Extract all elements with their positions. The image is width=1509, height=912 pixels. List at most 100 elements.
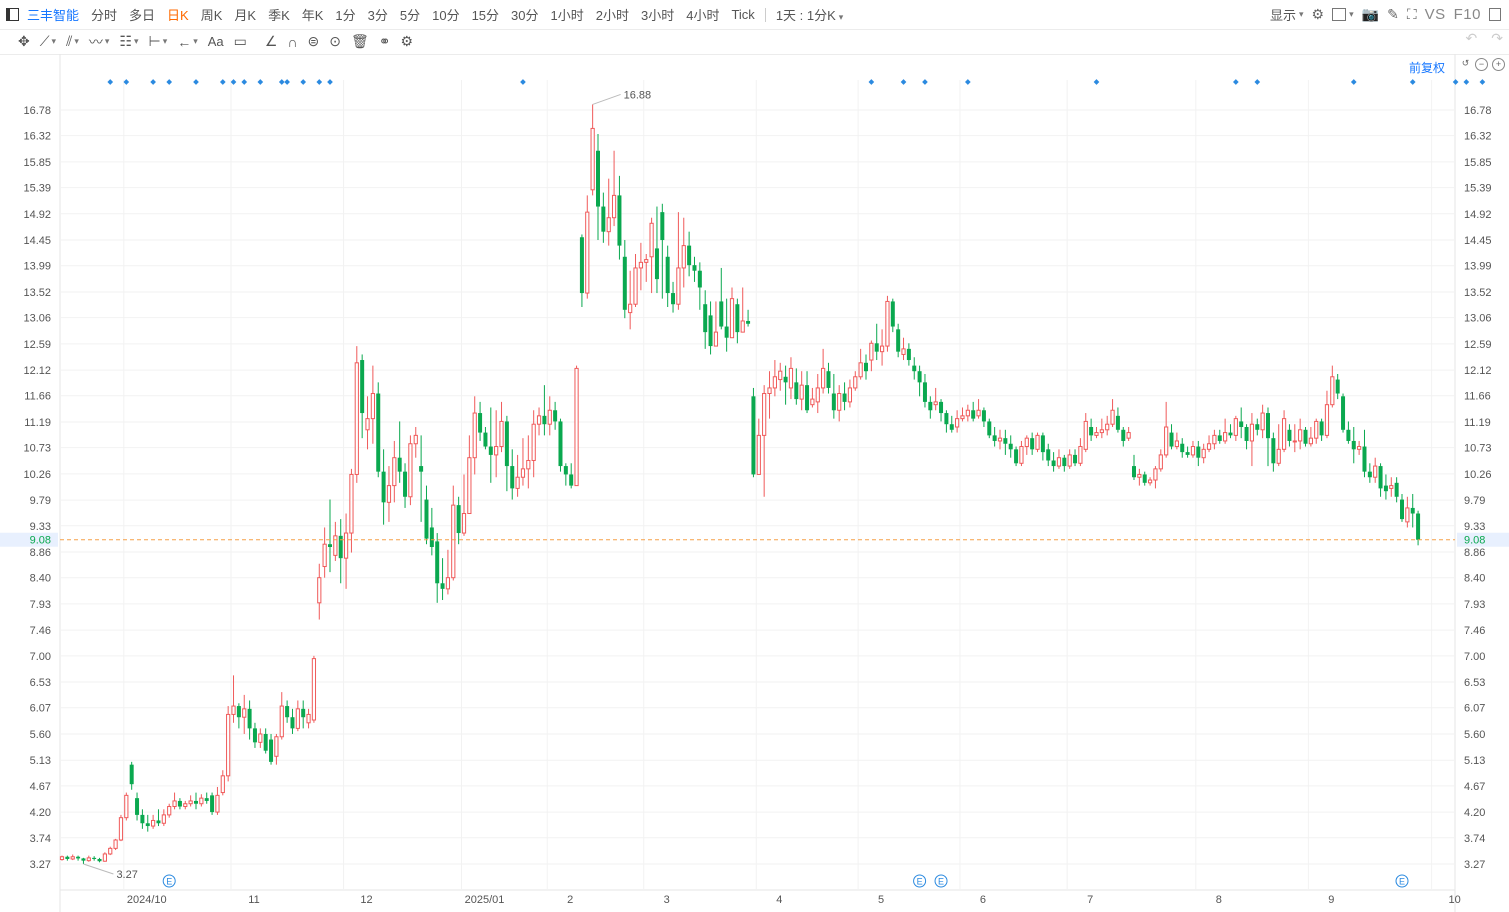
fib-icon[interactable]: ☷ ▾ — [119, 33, 139, 49]
candle-body — [167, 806, 172, 816]
f10-button[interactable]: F10 — [1453, 6, 1481, 23]
line-icon[interactable]: ⟋ ▾ — [39, 33, 57, 49]
period-tab[interactable]: 4小时 — [686, 8, 720, 23]
candle-body — [328, 544, 332, 547]
candle-body — [1416, 513, 1421, 540]
candle-body — [349, 473, 354, 534]
period-tab[interactable]: 1分 — [335, 8, 356, 23]
period-tab[interactable]: 30分 — [511, 8, 539, 23]
candle-body — [751, 396, 756, 475]
delete-icon[interactable]: 🗑 — [350, 33, 369, 49]
reset-icon[interactable]: ↺ — [1461, 58, 1470, 68]
candle-body — [1410, 507, 1415, 514]
settings-icon[interactable]: ⚙ — [1311, 6, 1325, 22]
candle-body — [1158, 454, 1163, 470]
period-tab[interactable]: 15分 — [471, 8, 500, 23]
channel-icon[interactable]: ⫽ ▾ — [66, 33, 79, 49]
candle-body — [1078, 446, 1083, 464]
candle-body — [960, 415, 965, 420]
period-tab[interactable]: 1小时 — [550, 8, 584, 23]
candle-body — [1051, 460, 1056, 467]
window-icon[interactable] — [1489, 8, 1501, 21]
candle-body — [1389, 485, 1394, 489]
period-tab[interactable]: 周K — [200, 8, 223, 23]
event-marker — [913, 874, 927, 888]
signal-marker — [1452, 79, 1459, 85]
compare-button[interactable]: VS — [1424, 6, 1446, 23]
period-tab[interactable]: 10分 — [432, 8, 460, 23]
zoom-out-icon[interactable]: − — [1475, 58, 1488, 71]
pen-icon[interactable]: ✎ — [1387, 6, 1399, 22]
candle-body — [1351, 440, 1356, 450]
period-tab[interactable]: 3分 — [367, 8, 388, 23]
x-tick-label: 8 — [1216, 894, 1222, 906]
candle-body — [419, 466, 424, 472]
candle-body — [729, 298, 735, 339]
display-menu[interactable]: 显示 ▾ — [1270, 5, 1304, 24]
candle-body — [440, 583, 445, 589]
candle-body — [494, 446, 499, 456]
zoom-in-icon[interactable]: + — [1492, 58, 1505, 71]
y-tick-label-right: 15.39 — [1464, 183, 1492, 195]
y-tick-label-left: 3.74 — [30, 833, 51, 845]
fullscreen-icon[interactable]: ⛶ — [1406, 6, 1417, 22]
y-tick-label-left: 15.85 — [23, 157, 51, 169]
candle-body — [1201, 448, 1206, 459]
measure-icon[interactable]: ⊢ ▾ — [148, 33, 168, 49]
candle-body — [810, 398, 815, 406]
range-selector[interactable]: 1天 : 1分K ▾ — [776, 5, 844, 24]
period-tab[interactable]: 5分 — [399, 8, 421, 23]
move-icon[interactable]: ✥ — [18, 33, 30, 49]
y-tick-label-left: 9.79 — [30, 495, 51, 507]
signal-marker — [1463, 79, 1470, 85]
candle-body — [1137, 473, 1142, 478]
settings-icon[interactable]: ⚙ — [400, 33, 414, 49]
candle-body — [649, 222, 654, 258]
candle-body — [767, 387, 772, 395]
visibility-icon[interactable]: ⊜ — [307, 33, 320, 49]
camera-icon[interactable]: 📷 — [1361, 6, 1380, 22]
candle-body — [1142, 474, 1147, 483]
candle-body — [156, 820, 161, 824]
period-tab[interactable]: 3小时 — [640, 8, 675, 23]
candle-body — [1040, 435, 1045, 453]
period-tab[interactable]: 多日 — [129, 8, 156, 23]
redo-icon[interactable]: ↷ — [1491, 30, 1503, 46]
period-tab[interactable]: 年K — [301, 8, 324, 23]
candle-body — [1405, 507, 1410, 523]
current-price-tag-right-bg — [1457, 532, 1509, 547]
layout-icon[interactable]: ▾ — [1332, 8, 1354, 21]
candle-body — [118, 817, 124, 841]
magnet-icon[interactable]: ∩ — [287, 33, 298, 50]
candle-body — [1174, 440, 1179, 448]
comment-icon[interactable]: ▭ — [233, 33, 247, 49]
period-tab[interactable]: 2小时 — [595, 8, 629, 23]
period-tab[interactable]: Tick — [731, 7, 755, 22]
period-tab[interactable]: 季K — [268, 8, 290, 23]
candle-body — [370, 393, 375, 420]
text-icon[interactable]: Aa — [207, 34, 224, 49]
period-tab[interactable]: 日K — [167, 8, 189, 23]
candle-body — [1271, 438, 1276, 464]
undo-icon[interactable]: ↶ — [1465, 30, 1478, 46]
candle-body — [869, 342, 874, 361]
signal-marker — [1409, 79, 1416, 85]
angle-icon[interactable]: ∠ — [264, 33, 278, 49]
signal-marker — [327, 79, 333, 85]
signal-marker — [284, 79, 290, 85]
signal-marker — [230, 79, 237, 85]
sidebar-toggle-icon[interactable] — [6, 8, 19, 21]
arrow-icon[interactable]: ← ▾ — [177, 33, 198, 50]
lock-icon[interactable]: ⊙ — [329, 33, 341, 49]
wave-icon[interactable]: 〰 ▾ — [88, 33, 110, 50]
candle-body — [826, 371, 831, 388]
period-tab[interactable]: 分时 — [91, 8, 118, 23]
candle-body — [194, 800, 198, 804]
link-icon[interactable]: ⚭ — [378, 33, 391, 49]
period-tab[interactable]: 月K — [234, 8, 257, 23]
candle-body — [987, 421, 992, 436]
adjust-mode[interactable]: 前复权 — [1409, 61, 1446, 75]
x-tick-label: 4 — [776, 894, 782, 906]
stock-name[interactable]: 三丰智能 — [27, 8, 80, 23]
